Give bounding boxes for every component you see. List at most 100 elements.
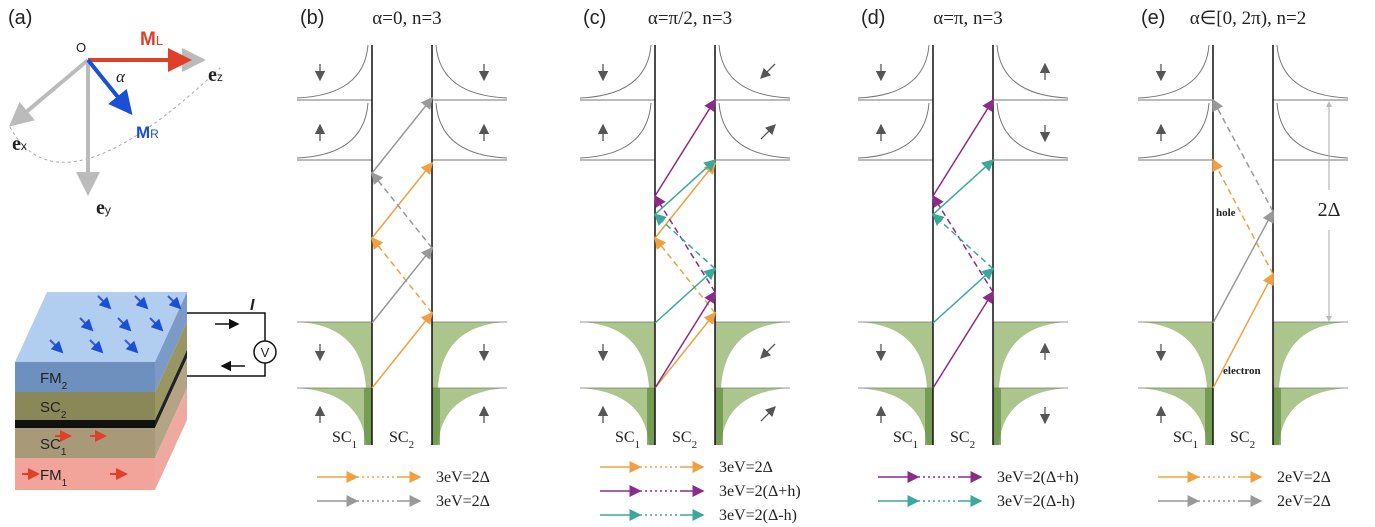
transition-arrow — [372, 98, 432, 173]
panel-title: α=π/2, n=3 — [648, 8, 732, 29]
voltmeter-label: V — [261, 345, 270, 360]
dos-filled — [297, 322, 372, 445]
ex-label: ex — [12, 133, 27, 155]
dos-empty — [715, 45, 790, 160]
layer-sub: 1 — [62, 478, 68, 489]
dos-filled — [432, 322, 507, 445]
transition-arrow — [655, 238, 715, 313]
sc-label-sub: 2 — [409, 439, 415, 451]
sc-label: SC2 — [672, 429, 697, 451]
origin-label: O — [76, 40, 86, 55]
transition-arrow — [933, 269, 993, 323]
transition-arrow — [655, 269, 715, 323]
transition-arrow — [655, 163, 715, 238]
legend-label: 2eV=2Δ — [1277, 493, 1331, 510]
sc-label-sub: 2 — [970, 439, 976, 451]
legend-label: 3eV=2(Δ+h) — [997, 469, 1079, 486]
spin-arrow — [761, 407, 775, 421]
sc-label: SC1 — [893, 429, 918, 451]
legend-label: 3eV=2Δ — [436, 469, 490, 486]
dos-filled — [1138, 322, 1213, 445]
panel-label: (e) — [1141, 7, 1165, 29]
axis-x — [12, 60, 88, 124]
sc-label-main: SC — [893, 429, 913, 446]
transition-arrow — [655, 160, 715, 214]
panel-label: (d) — [861, 7, 885, 29]
mr-label: MR — [136, 123, 159, 142]
dos-core — [715, 388, 723, 445]
layer-main: FM — [40, 467, 62, 484]
legend-label: 3eV=2(Δ-h) — [719, 507, 797, 524]
mr-main: M — [136, 123, 150, 142]
sc-label-sub: 1 — [352, 439, 358, 451]
spin-arrow — [761, 125, 775, 139]
transition-arrow — [1213, 100, 1273, 212]
mr-sub: R — [150, 127, 159, 141]
angle-arc — [10, 68, 220, 162]
dos-core — [1205, 388, 1213, 445]
panel-label: (c) — [583, 7, 606, 29]
transition-arrow — [655, 313, 715, 388]
panel-title: α∈[0, 2π), n=2 — [1190, 8, 1306, 29]
spin-arrow — [761, 64, 775, 78]
panel-title: α=0, n=3 — [372, 8, 441, 29]
transition-arrow — [655, 214, 715, 268]
legend-label: 3eV=2Δ — [436, 493, 490, 510]
sc-label-sub: 2 — [1250, 439, 1256, 451]
transition-arrow — [933, 292, 993, 388]
sc-label-sub: 1 — [913, 439, 919, 451]
sc-label: SC1 — [1173, 429, 1198, 451]
layer-stack: V I FM2 SC2 SC1 FM1 — [15, 292, 276, 490]
dos-filled — [1273, 322, 1348, 445]
transition-arrow — [655, 100, 715, 196]
transition-arrow — [655, 292, 715, 388]
annotation-gap: 2Δ — [1318, 199, 1341, 221]
dos-empty — [1138, 45, 1213, 160]
transition-arrow — [372, 163, 432, 238]
transition-arrow — [372, 248, 432, 323]
dos-filled — [715, 322, 790, 445]
layer-sub: 1 — [61, 447, 67, 458]
transition-arrow — [372, 313, 432, 388]
layer-main: SC — [40, 399, 61, 416]
ey-label: ey — [96, 197, 111, 219]
panel-title: α=π, n=3 — [933, 8, 1002, 29]
transition-arrow — [933, 160, 993, 214]
ml-label: ML — [140, 29, 163, 50]
ez-sub: z — [217, 70, 223, 84]
dos-core — [364, 388, 372, 445]
ey-main: e — [96, 197, 105, 219]
ez-main: e — [208, 64, 217, 86]
dos-empty — [580, 45, 655, 160]
spin-arrow — [761, 344, 775, 358]
vector-diagram: (a) O α ML MR ez ex ey — [8, 7, 223, 219]
dos-core — [993, 388, 1001, 445]
angle-label: α — [116, 67, 126, 86]
barrier-front — [15, 420, 155, 428]
dos-filled — [858, 322, 933, 445]
ez-label: ez — [208, 64, 223, 86]
sc-label-main: SC — [950, 429, 970, 446]
fm2-front — [15, 362, 155, 392]
legend-label: 3eV=2(Δ+h) — [719, 483, 801, 500]
dos-empty — [858, 45, 933, 160]
dos-empty — [993, 45, 1068, 160]
figure: (a) O α ML MR ez ex ey — [0, 0, 1375, 527]
ex-sub: x — [21, 139, 27, 153]
current-label: I — [250, 297, 255, 314]
sc-label-main: SC — [672, 429, 692, 446]
panel-label: (a) — [8, 7, 32, 29]
sc-label-sub: 2 — [692, 439, 698, 451]
ex-main: e — [12, 133, 21, 155]
sc-label: SC2 — [1230, 429, 1255, 451]
dos-core — [432, 388, 440, 445]
sc-label-sub: 1 — [635, 439, 641, 451]
legend-label: 3eV=2(Δ-h) — [997, 493, 1075, 510]
transition-arrow — [372, 238, 432, 313]
dos-filled — [580, 322, 655, 445]
ey-sub: y — [105, 203, 111, 217]
dos-filled — [993, 322, 1068, 445]
sc-label: SC1 — [332, 429, 357, 451]
annotation-electron: electron — [1223, 365, 1261, 377]
sc-label-main: SC — [332, 429, 352, 446]
